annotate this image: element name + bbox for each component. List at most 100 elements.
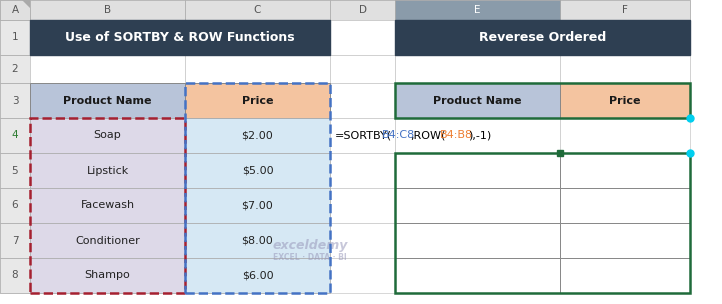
- Bar: [30, 20, 330, 55]
- Text: ,ROW(: ,ROW(: [410, 130, 445, 140]
- Bar: [560, 0, 690, 20]
- Bar: [0, 153, 30, 188]
- Bar: [185, 55, 330, 83]
- Text: 7: 7: [12, 236, 18, 246]
- Text: $8.00: $8.00: [242, 236, 274, 246]
- Bar: [185, 118, 330, 153]
- Text: 6: 6: [12, 201, 18, 210]
- Bar: [330, 188, 395, 223]
- Bar: [330, 55, 395, 83]
- Text: 8: 8: [12, 271, 18, 281]
- Bar: [560, 188, 690, 223]
- Bar: [185, 153, 330, 188]
- Text: $6.00: $6.00: [242, 271, 274, 281]
- Text: $5.00: $5.00: [242, 165, 274, 175]
- Bar: [395, 223, 560, 258]
- Bar: [330, 20, 395, 55]
- Bar: [185, 0, 330, 20]
- Text: $7.00: $7.00: [242, 201, 274, 210]
- Text: 4: 4: [12, 130, 18, 140]
- Bar: [0, 20, 30, 55]
- Bar: [185, 118, 330, 153]
- Text: B4:C8: B4:C8: [381, 130, 414, 140]
- Text: 3: 3: [12, 95, 18, 105]
- Bar: [395, 83, 690, 118]
- Bar: [185, 153, 330, 188]
- Bar: [395, 55, 560, 83]
- Bar: [30, 0, 185, 20]
- Text: Price: Price: [242, 95, 273, 105]
- Bar: [30, 118, 185, 153]
- Text: Facewash: Facewash: [80, 201, 134, 210]
- Bar: [330, 118, 395, 153]
- Bar: [560, 258, 690, 293]
- Text: Soap: Soap: [94, 130, 121, 140]
- Bar: [330, 0, 395, 20]
- Text: B4:B8: B4:B8: [440, 130, 472, 140]
- Bar: [0, 188, 30, 223]
- Bar: [395, 188, 560, 223]
- Text: Reverese Ordered: Reverese Ordered: [479, 31, 606, 44]
- Text: C: C: [254, 5, 261, 15]
- Bar: [0, 0, 30, 20]
- Bar: [560, 0, 690, 20]
- Bar: [0, 20, 30, 55]
- Text: =SORTBY(: =SORTBY(: [335, 130, 392, 140]
- Text: Shampo: Shampo: [84, 271, 131, 281]
- Bar: [395, 20, 690, 55]
- Bar: [185, 223, 330, 258]
- Bar: [185, 83, 330, 293]
- Bar: [330, 0, 395, 20]
- Bar: [0, 55, 30, 83]
- Bar: [560, 153, 690, 188]
- Bar: [30, 83, 185, 118]
- Bar: [330, 258, 395, 293]
- Bar: [395, 153, 560, 188]
- Text: 5: 5: [12, 165, 18, 175]
- Text: F: F: [622, 5, 628, 15]
- Text: A: A: [12, 5, 19, 15]
- Bar: [560, 55, 690, 83]
- Bar: [560, 153, 690, 188]
- Bar: [395, 0, 560, 20]
- Text: 2: 2: [12, 64, 18, 74]
- Bar: [30, 83, 185, 118]
- Bar: [395, 0, 560, 20]
- Bar: [185, 188, 330, 223]
- Bar: [395, 153, 690, 293]
- Text: Product Name: Product Name: [433, 95, 522, 105]
- Bar: [185, 55, 330, 83]
- Bar: [185, 258, 330, 293]
- Bar: [560, 83, 690, 118]
- Bar: [185, 83, 330, 118]
- Bar: [395, 55, 560, 83]
- Text: Use of SORTBY & ROW Functions: Use of SORTBY & ROW Functions: [65, 31, 295, 44]
- Bar: [395, 258, 560, 293]
- Bar: [0, 258, 30, 293]
- Bar: [560, 118, 690, 153]
- Bar: [0, 223, 30, 258]
- Text: Price: Price: [609, 95, 640, 105]
- Bar: [30, 118, 185, 293]
- Bar: [330, 20, 395, 55]
- Bar: [185, 20, 330, 55]
- Bar: [30, 118, 185, 153]
- Bar: [395, 188, 560, 223]
- Bar: [0, 55, 30, 83]
- Bar: [395, 83, 560, 118]
- Bar: [30, 153, 185, 188]
- Bar: [185, 223, 330, 258]
- Bar: [395, 118, 560, 153]
- Bar: [330, 153, 395, 188]
- Text: ),-1): ),-1): [469, 130, 492, 140]
- Bar: [0, 0, 30, 20]
- Bar: [30, 20, 185, 55]
- Bar: [560, 55, 690, 83]
- Bar: [560, 83, 690, 118]
- Bar: [560, 20, 690, 55]
- Bar: [0, 188, 30, 223]
- Text: Conditioner: Conditioner: [75, 236, 140, 246]
- Text: exceldemy: exceldemy: [272, 239, 348, 251]
- Text: D: D: [359, 5, 367, 15]
- Bar: [330, 223, 395, 258]
